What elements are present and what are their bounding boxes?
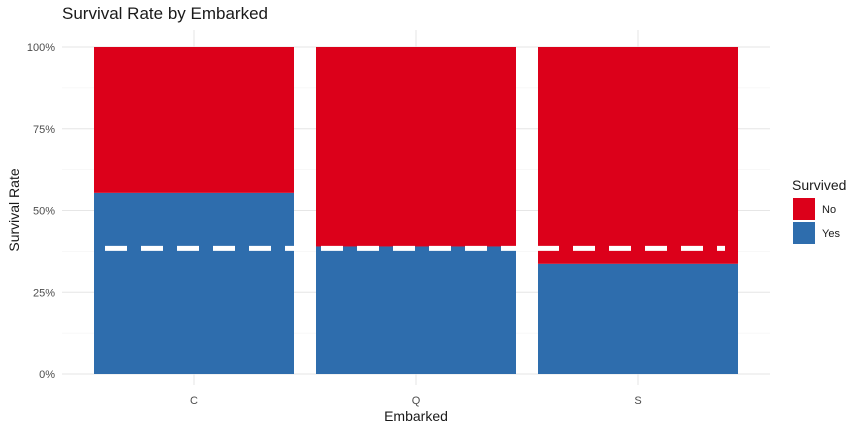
y-tick-label: 25%: [33, 287, 55, 299]
y-tick-label: 0%: [39, 369, 55, 381]
bar-yes-s: [538, 263, 738, 374]
bar-no-c: [94, 47, 294, 193]
legend-label-yes: Yes: [822, 228, 840, 240]
bar-no-s: [538, 47, 738, 264]
legend-key-yes: [793, 222, 815, 244]
y-tick-label: 100%: [27, 42, 55, 54]
legend-title: Survived: [792, 177, 846, 193]
y-tick-label: 50%: [33, 206, 55, 218]
y-axis: 0% 25% 50% 75% 100%: [27, 42, 55, 381]
bar-yes-q: [316, 246, 516, 374]
x-tick-label: C: [190, 395, 198, 407]
x-axis-title: Embarked: [384, 408, 448, 424]
bars-layer: [94, 47, 738, 374]
x-tick-label: Q: [412, 395, 421, 407]
chart-title: Survival Rate by Embarked: [62, 4, 268, 23]
legend-label-no: No: [822, 204, 836, 216]
legend: Survived No Yes: [792, 177, 846, 244]
bar-no-q: [316, 47, 516, 247]
legend-key-no: [793, 198, 815, 220]
bar-yes-c: [94, 192, 294, 374]
x-tick-label: S: [634, 395, 641, 407]
y-tick-label: 75%: [33, 124, 55, 136]
y-axis-title: Survival Rate: [6, 168, 22, 251]
